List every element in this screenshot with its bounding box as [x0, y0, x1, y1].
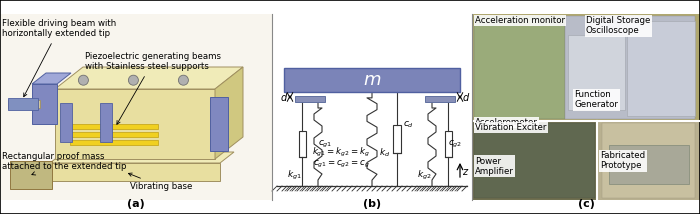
Bar: [472, 14, 700, 121]
Text: (a): (a): [127, 199, 145, 209]
Text: Accelerometer: Accelerometer: [475, 118, 538, 127]
Circle shape: [128, 75, 139, 85]
Text: $k_{g1}=k_{g2}=k_g$: $k_{g1}=k_{g2}=k_g$: [312, 146, 370, 159]
Bar: [568, 35, 625, 110]
Text: Piezoelectric generating beams
with Stainless steel supports: Piezoelectric generating beams with Stai…: [85, 52, 221, 124]
Polygon shape: [215, 67, 243, 159]
Polygon shape: [32, 73, 71, 84]
Text: $d$: $d$: [280, 91, 288, 103]
Bar: [70, 140, 158, 144]
Text: Vibrating base: Vibrating base: [128, 173, 192, 191]
Bar: [8, 100, 39, 108]
Bar: [474, 16, 565, 119]
Bar: [597, 121, 700, 200]
Text: $z$: $z$: [462, 167, 469, 177]
Bar: [295, 96, 325, 102]
Bar: [8, 98, 38, 110]
Circle shape: [78, 75, 88, 85]
Bar: [602, 123, 695, 198]
Text: $k_{g1}$: $k_{g1}$: [287, 169, 302, 183]
Circle shape: [178, 75, 188, 85]
Bar: [472, 121, 597, 200]
Bar: [393, 125, 401, 153]
Bar: [272, 14, 472, 200]
Text: Rectangular proof mass
attached to the extended tip: Rectangular proof mass attached to the e…: [2, 152, 127, 175]
Bar: [627, 21, 695, 116]
Text: (b): (b): [363, 199, 381, 209]
Text: $k_{g2}$: $k_{g2}$: [417, 169, 432, 183]
Bar: [70, 123, 158, 128]
Text: Vibration Exciter: Vibration Exciter: [475, 123, 547, 132]
Bar: [210, 97, 228, 151]
Text: Digital Storage
Oscilloscope: Digital Storage Oscilloscope: [586, 16, 650, 35]
Bar: [425, 96, 455, 102]
Text: Power
Amplifier: Power Amplifier: [475, 157, 514, 176]
Text: (c): (c): [578, 199, 594, 209]
Bar: [70, 131, 158, 137]
Bar: [50, 163, 220, 181]
Bar: [609, 145, 689, 184]
Text: Flexible driving beam with
horizontally extended tip: Flexible driving beam with horizontally …: [2, 19, 116, 97]
Bar: [55, 89, 215, 159]
Text: $c_{g1}$: $c_{g1}$: [318, 138, 332, 150]
Bar: [565, 16, 695, 119]
Bar: [32, 84, 57, 124]
Polygon shape: [50, 152, 234, 163]
Text: Fabricated
Prototype: Fabricated Prototype: [601, 151, 645, 170]
Bar: [284, 68, 460, 92]
Bar: [474, 123, 595, 198]
Polygon shape: [55, 67, 243, 89]
Text: Acceleration monitor: Acceleration monitor: [475, 16, 565, 25]
Text: $k_d$: $k_d$: [379, 147, 391, 159]
Text: Function
Generator: Function Generator: [575, 90, 619, 109]
Bar: [298, 131, 305, 157]
Text: $c_{g2}$: $c_{g2}$: [448, 138, 463, 150]
Bar: [100, 103, 112, 141]
Text: $c_{g1}=c_{g2}=c_g$: $c_{g1}=c_{g2}=c_g$: [313, 158, 370, 169]
Bar: [10, 161, 52, 189]
Bar: [60, 103, 72, 141]
Bar: [444, 131, 452, 157]
Text: $m$: $m$: [363, 71, 382, 89]
Text: $c_d$: $c_d$: [403, 120, 414, 130]
Text: $d$: $d$: [462, 91, 470, 103]
Bar: [0, 14, 272, 200]
